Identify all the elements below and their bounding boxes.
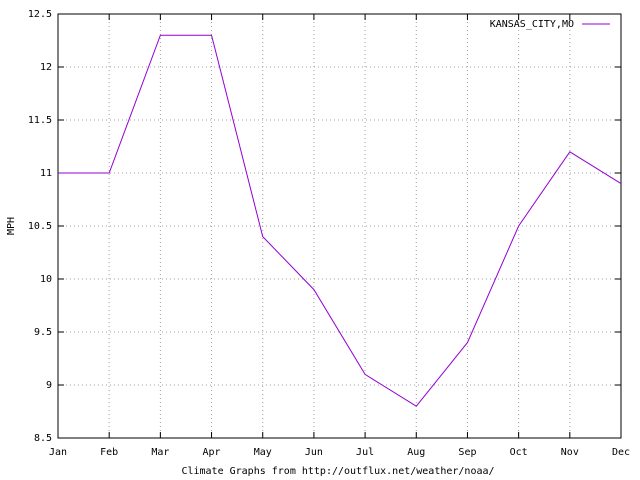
x-tick-label: May (254, 447, 272, 458)
y-tick-label: 11 (40, 168, 52, 179)
x-tick-label: Jul (356, 447, 374, 458)
legend-label: KANSAS_CITY,MO (490, 19, 574, 30)
data-line (58, 34, 622, 407)
x-tick-label: Jun (305, 447, 323, 458)
y-axis-label: MPH (6, 217, 17, 235)
x-tick-label: Aug (407, 447, 425, 458)
x-tick-label: Oct (510, 447, 528, 458)
x-tick-label: Apr (203, 447, 221, 458)
y-tick-label: 10.5 (28, 221, 52, 232)
x-tick-label: Feb (100, 447, 118, 458)
y-tick-label: 12 (40, 62, 52, 73)
x-tick-label: Sep (458, 447, 476, 458)
x-axis-label: Climate Graphs from http://outflux.net/w… (181, 466, 494, 477)
y-tick-label: 11.5 (28, 115, 52, 126)
y-tick-label: 9.5 (34, 327, 52, 338)
x-tick-label: Dec (612, 447, 630, 458)
y-tick-label: 9 (46, 380, 52, 391)
x-tick-label: Mar (151, 447, 169, 458)
plot-border (57, 13, 622, 439)
y-tick-label: 8.5 (34, 433, 52, 444)
y-tick-label: 10 (40, 274, 52, 285)
y-tick-label: 12.5 (28, 9, 52, 20)
x-tick-label: Nov (561, 447, 579, 458)
x-tick-label: Jan (49, 447, 67, 458)
